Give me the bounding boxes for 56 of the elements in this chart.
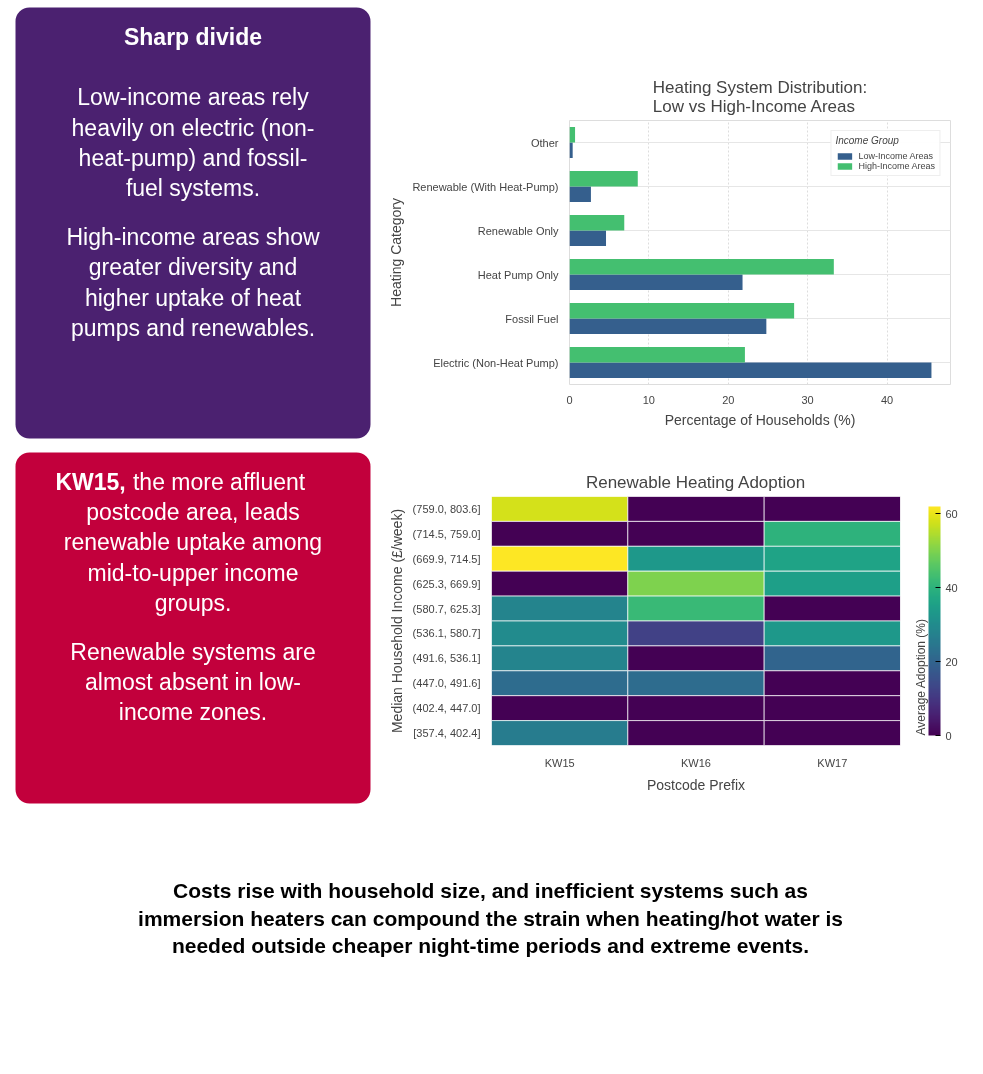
- x-axis-title: Percentage of Households (%): [664, 411, 856, 428]
- y-tick-label: [357.4, 402.4]: [413, 727, 481, 740]
- y-tick-label: Heat Pump Only: [477, 268, 559, 281]
- y-tick-label: Renewable (With Heat-Pump): [412, 180, 559, 193]
- x-tick-label: 10: [642, 393, 656, 406]
- text: Costs rise with household size, and inefficient systems such as immersion heaters can compound the strain when heating/hot water is needed outside cheaper night-time periods and extreme events.: [138, 879, 843, 958]
- bar: [569, 127, 576, 143]
- x-tick-label: KW15: [544, 756, 575, 769]
- x-tick-label: 20: [722, 393, 735, 406]
- y-tick-label: Renewable Only: [477, 224, 559, 237]
- color-bar-title: Average Adoption (%): [913, 618, 928, 736]
- bar: [569, 230, 607, 246]
- chart-title: Renewable Heating Adoption: [585, 472, 806, 492]
- y-tick-label: (714.5, 759.0]: [412, 527, 481, 540]
- y-tick-label: Other: [530, 136, 559, 149]
- text: Renewable systems are almost absent in low-income zones.: [70, 638, 316, 726]
- y-tick-label: (625.3, 669.9]: [412, 577, 481, 590]
- y-tick-label: (580.7, 625.3]: [412, 602, 481, 615]
- y-axis-title: Median Household Income (£/week): [388, 508, 405, 734]
- bar: [569, 171, 638, 187]
- color-bar-label: 20: [945, 655, 958, 668]
- legend-label: Low-Income Areas: [858, 151, 933, 161]
- chart-title: Heating System Distribution: Low vs High-Income Areas: [652, 77, 868, 116]
- y-tick-label: (759.0, 803.6]: [412, 502, 481, 515]
- text: Low-income areas rely heavily on electric (non-heat-pump) and fossil-fuel systems.: [71, 84, 315, 202]
- text: High-income areas show greater diversity and higher uptake of heat pumps and renewables.: [66, 223, 320, 341]
- color-bar-label: 60: [945, 507, 958, 520]
- bar: [569, 274, 743, 290]
- y-tick-label: (491.6, 536.1]: [412, 652, 481, 665]
- x-axis-title: Postcode Prefix: [646, 776, 746, 793]
- bar: [569, 318, 767, 334]
- text: KW15, the more affluent postcode area, leads renewable uptake among mid-to-upper income groups.: [55, 468, 323, 616]
- x-tick-label: KW16: [681, 756, 711, 769]
- x-tick-label: KW17: [817, 756, 848, 769]
- bar: [569, 215, 625, 231]
- legend-title: Income Group: [835, 135, 900, 146]
- x-tick-label: 0: [566, 393, 573, 406]
- legend-label: High-Income Areas: [858, 161, 935, 171]
- text: Sharp divide: [123, 23, 263, 50]
- y-tick-label: (536.1, 580.7]: [412, 627, 481, 640]
- bar: [569, 303, 795, 319]
- bar: [569, 142, 573, 158]
- bar: [569, 347, 745, 363]
- y-tick-label: (669.9, 714.5]: [412, 552, 481, 565]
- y-axis-title: Heating Category: [388, 198, 405, 307]
- color-bar-label: 40: [945, 581, 958, 594]
- bar: [569, 186, 591, 202]
- y-tick-label: (402.4, 447.0]: [412, 702, 481, 715]
- x-tick-label: 40: [880, 393, 894, 406]
- color-bar-label: 0: [945, 729, 952, 742]
- x-tick-label: 30: [801, 393, 814, 406]
- y-tick-label: (447.0, 491.6]: [412, 677, 481, 690]
- y-tick-label: Electric (Non-Heat Pump): [433, 356, 559, 369]
- bar: [569, 362, 932, 378]
- y-tick-label: Fossil Fuel: [505, 312, 559, 325]
- bar: [569, 259, 834, 275]
